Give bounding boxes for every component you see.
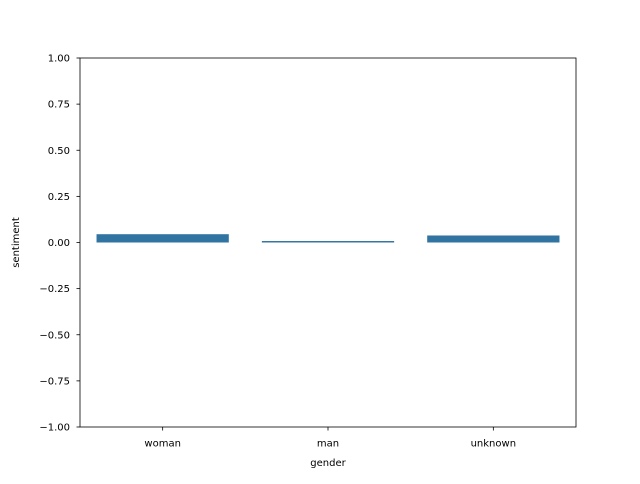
bar-woman <box>96 234 229 243</box>
x-tick-label: man <box>317 439 339 450</box>
y-tick-label: 0.75 <box>48 100 70 111</box>
y-tick-label: 0.50 <box>48 146 70 157</box>
y-tick-label: 0.00 <box>48 238 70 249</box>
y-tick-label: 0.25 <box>48 192 70 203</box>
y-tick-label: −0.50 <box>39 330 70 341</box>
y-tick-label: 1.00 <box>48 54 70 65</box>
bars-layer <box>96 234 560 243</box>
y-tick-label: −1.00 <box>39 423 70 434</box>
y-tick-label: −0.25 <box>39 284 70 295</box>
x-axis-ticks: woman man unknown <box>144 427 516 450</box>
x-axis-label: gender <box>310 458 346 469</box>
y-axis-ticks: 1.00 0.75 0.50 0.25 0.00 −0.25 −0.50 −0.75 −1.00 <box>39 54 80 434</box>
bar-man <box>261 241 395 243</box>
x-tick-label: woman <box>144 439 181 450</box>
y-tick-label: −0.75 <box>39 376 70 387</box>
y-axis-label: sentiment <box>11 217 22 268</box>
x-tick-label: unknown <box>471 439 516 450</box>
bar-unknown <box>427 235 560 243</box>
